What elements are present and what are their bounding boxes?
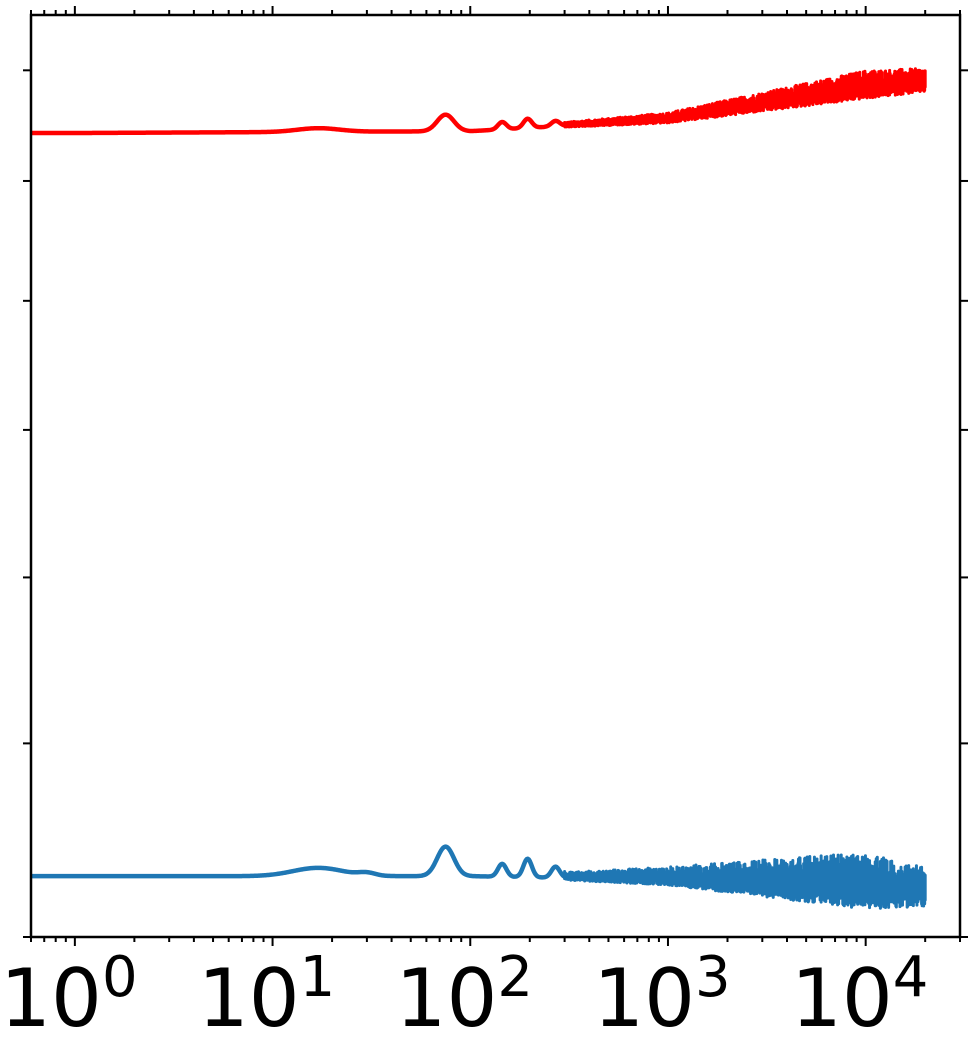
x-tick-label: 104: [791, 945, 928, 1045]
tick-label-exponent: 2: [497, 945, 533, 1010]
tick-label-base: 10: [593, 952, 695, 1045]
x-tick-label: 103: [593, 945, 730, 1045]
x-tick-label: 101: [198, 945, 335, 1045]
x-axis-tick-labels: 100 101 102 103 104: [0, 945, 928, 1045]
x-tick-label: 102: [396, 945, 533, 1045]
tick-label-exponent: 3: [695, 945, 731, 1010]
plot-frame: [29, 13, 962, 939]
x-axis-ticks: [30, 6, 961, 946]
tick-label-base: 10: [198, 952, 300, 1045]
tick-label-base: 10: [396, 952, 498, 1045]
tick-label-exponent: 4: [893, 945, 929, 1010]
series-layer: [29, 67, 927, 910]
y-axis-ticks: [23, 69, 968, 938]
tick-label-base: 10: [791, 952, 893, 1045]
series-line-0: [29, 67, 927, 136]
x-tick-label: 100: [0, 945, 137, 1045]
series-line-1: [29, 844, 927, 910]
tick-label-base: 10: [0, 952, 102, 1045]
tick-label-exponent: 0: [102, 945, 138, 1010]
tick-label-exponent: 1: [300, 945, 336, 1010]
